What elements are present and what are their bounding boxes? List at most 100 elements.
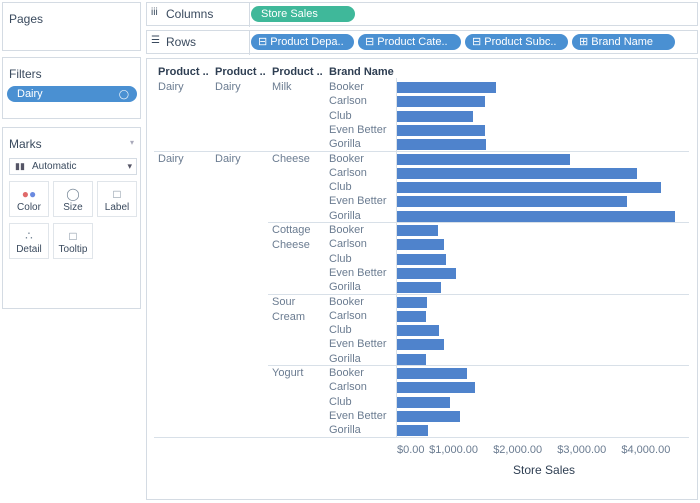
brand-label[interactable]: Even Better <box>329 266 387 279</box>
brand-label[interactable]: Booker <box>329 295 364 308</box>
brand-label[interactable]: Even Better <box>329 338 387 351</box>
bar[interactable] <box>397 210 676 222</box>
size-label: Size <box>63 202 83 213</box>
bar[interactable] <box>397 368 467 379</box>
header-brand-name[interactable]: Brand Name <box>329 66 394 78</box>
subcategory-label[interactable]: Cottage <box>272 224 311 236</box>
columns-pill-store-sales[interactable]: Store Sales <box>251 6 355 22</box>
subcategory-label[interactable]: Cheese <box>272 153 310 165</box>
subcategory-label[interactable]: Yogurt <box>272 367 304 379</box>
brand-label[interactable]: Club <box>329 324 352 337</box>
marks-tooltip-button[interactable]: □ Tooltip <box>53 223 93 259</box>
bar[interactable] <box>397 253 447 265</box>
bar[interactable] <box>397 225 439 236</box>
header-product-subcategory[interactable]: Product .. <box>272 66 323 78</box>
zero-line <box>396 78 397 437</box>
bar[interactable] <box>397 396 451 408</box>
shelf-divider <box>249 3 250 27</box>
brand-label[interactable]: Carlson <box>329 381 367 394</box>
bar[interactable] <box>397 96 485 108</box>
subcategory-label[interactable]: Milk <box>272 81 292 93</box>
bar[interactable] <box>397 353 427 365</box>
brand-label[interactable]: Booker <box>329 224 364 236</box>
brand-label[interactable]: Carlson <box>329 95 367 108</box>
filter-pill-label: Dairy <box>17 88 43 100</box>
filter-icon: ◯ <box>118 89 129 99</box>
marks-menu-icon[interactable]: ▾ <box>129 138 134 147</box>
x-tick-label: $0.00 <box>397 444 425 456</box>
bar[interactable] <box>397 325 439 337</box>
bar[interactable] <box>397 82 497 93</box>
marks-label-button[interactable]: □ Label <box>97 181 137 217</box>
brand-label[interactable]: Gorilla <box>329 209 361 222</box>
group-separator <box>268 222 689 223</box>
brand-label[interactable]: Booker <box>329 367 364 379</box>
collapse-icon: ⊟ <box>365 36 378 48</box>
bar[interactable] <box>397 167 638 179</box>
rows-pill-label: Product Cate.. <box>377 36 448 48</box>
brand-label[interactable]: Gorilla <box>329 281 361 294</box>
brand-label[interactable]: Club <box>329 181 352 194</box>
brand-label[interactable]: Carlson <box>329 309 367 322</box>
bar[interactable] <box>397 153 571 165</box>
rows-pill-product-department[interactable]: ⊟ Product Depa.. <box>251 34 354 50</box>
brand-label[interactable]: Even Better <box>329 123 387 136</box>
tooltip-icon: □ <box>69 229 77 243</box>
bar[interactable] <box>397 139 487 151</box>
brand-label[interactable]: Gorilla <box>329 138 361 151</box>
subcategory-label[interactable]: Cheese <box>272 239 310 251</box>
dept-label[interactable]: Dairy <box>158 153 184 165</box>
category-label[interactable]: Dairy <box>215 153 241 165</box>
columns-shelf: iii Columns Store Sales <box>146 2 698 27</box>
x-tick-label: $3,000.00 <box>557 444 607 456</box>
brand-label[interactable]: Gorilla <box>329 424 361 437</box>
subcategory-label[interactable]: Cream <box>272 311 306 323</box>
brand-label[interactable]: Club <box>329 252 352 265</box>
rows-pill-product-category[interactable]: ⊟ Product Cate.. <box>358 34 461 50</box>
rows-pill-product-subcategory[interactable]: ⊟ Product Subc.. <box>465 34 568 50</box>
rows-pill-label: Product Subc.. <box>484 36 557 48</box>
shelf-divider <box>249 31 250 55</box>
rows-pill-label: Product Depa.. <box>270 36 344 48</box>
header-product-department[interactable]: Product .. <box>158 66 209 78</box>
bar[interactable] <box>397 267 456 279</box>
mark-type-select[interactable]: ▮▮ Automatic ▾ <box>9 158 137 175</box>
category-label[interactable]: Dairy <box>215 81 241 93</box>
marks-color-button[interactable]: ●● Color <box>9 181 49 217</box>
bar[interactable] <box>397 425 429 437</box>
bar[interactable] <box>397 239 445 251</box>
x-axis-title: Store Sales <box>513 463 576 477</box>
bar[interactable] <box>397 339 444 351</box>
marks-detail-button[interactable]: ∴ Detail <box>9 223 49 259</box>
filter-pill-dairy[interactable]: Dairy ◯ <box>7 86 137 102</box>
axis-baseline <box>154 437 689 438</box>
detail-label: Detail <box>16 244 42 255</box>
brand-label[interactable]: Club <box>329 109 352 122</box>
bar[interactable] <box>397 410 460 422</box>
bar[interactable] <box>397 124 485 136</box>
marks-size-button[interactable]: ◯ Size <box>53 181 93 217</box>
rows-shelf: ☰ Rows ⊟ Product Depa.. ⊟ Product Cate..… <box>146 30 698 55</box>
dept-label[interactable]: Dairy <box>158 81 184 93</box>
bar[interactable] <box>397 296 428 308</box>
subcategory-label[interactable]: Sour <box>272 296 296 308</box>
bar[interactable] <box>397 282 442 294</box>
bar-chart-icon: ▮▮ <box>15 161 25 171</box>
brand-label[interactable]: Even Better <box>329 195 387 208</box>
header-product-category[interactable]: Product .. <box>215 66 266 78</box>
brand-label[interactable]: Club <box>329 395 352 408</box>
bar[interactable] <box>397 310 426 322</box>
bar[interactable] <box>397 110 473 122</box>
bar[interactable] <box>397 196 628 208</box>
bar[interactable] <box>397 382 476 394</box>
collapse-icon: ⊟ <box>258 36 271 48</box>
brand-label[interactable]: Booker <box>329 152 364 165</box>
rows-pill-brand-name[interactable]: ⊞ Brand Name <box>572 34 675 50</box>
bar[interactable] <box>397 182 662 194</box>
brand-label[interactable]: Even Better <box>329 409 387 422</box>
brand-label[interactable]: Carlson <box>329 166 367 179</box>
brand-label[interactable]: Carlson <box>329 238 367 251</box>
columns-label: Columns <box>166 7 214 21</box>
brand-label[interactable]: Booker <box>329 81 364 93</box>
brand-label[interactable]: Gorilla <box>329 352 361 365</box>
